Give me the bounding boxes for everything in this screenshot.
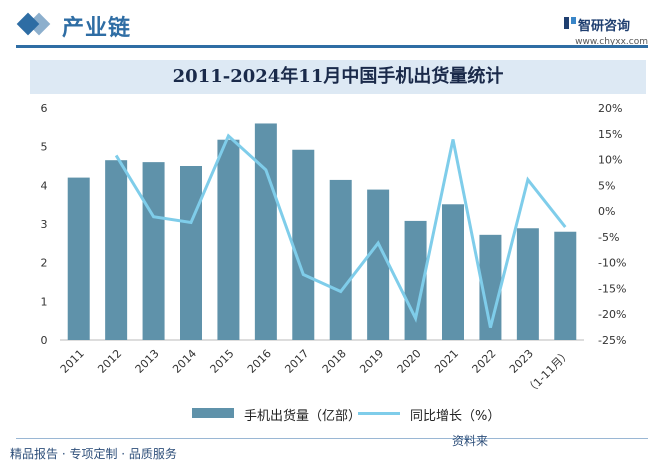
y-left-tick-label: 0 bbox=[41, 334, 48, 347]
x-tick-label: 2018 bbox=[320, 347, 349, 376]
bar bbox=[367, 189, 390, 340]
brand-logo-icon bbox=[564, 17, 576, 29]
bar bbox=[254, 123, 277, 340]
x-tick-label: 2013 bbox=[133, 347, 162, 376]
section-title: 产业链 bbox=[62, 16, 132, 41]
brand-url: www.chyxx.com bbox=[575, 37, 648, 47]
x-tick-label: 2021 bbox=[432, 347, 461, 376]
bar bbox=[105, 160, 128, 340]
y-right-tick-label: 20% bbox=[598, 102, 622, 115]
x-tick-label: 2022 bbox=[470, 347, 499, 376]
x-tick-label: 2019 bbox=[357, 347, 386, 376]
x-tick-label: 2016 bbox=[245, 347, 274, 376]
bar bbox=[180, 166, 202, 340]
brand-name: 智研咨询 bbox=[578, 19, 631, 34]
legend: 手机出货量（亿部） 同比增长（%） bbox=[0, 403, 664, 424]
header: 产业链 智研咨询 www.chyxx.com bbox=[0, 0, 664, 52]
legend-line-label: 同比增长（%） bbox=[410, 409, 501, 424]
footer-tagline: 精品报告 · 专项定制 · 品质服务 bbox=[10, 447, 177, 461]
y-right-tick-label: 10% bbox=[598, 154, 622, 167]
y-left-tick-label: 3 bbox=[41, 218, 48, 231]
bar bbox=[329, 179, 352, 340]
y-right-tick-label: 15% bbox=[598, 128, 622, 141]
footer: 精品报告 · 专项定制 · 品质服务 资料来 bbox=[0, 434, 664, 468]
x-tick-label: 2015 bbox=[208, 347, 237, 376]
header-divider bbox=[16, 45, 648, 48]
y-left-tick-label: 6 bbox=[41, 102, 48, 115]
y-right-tick-label: 5% bbox=[598, 179, 615, 192]
y-left-tick-label: 4 bbox=[41, 179, 48, 192]
x-tick-label: 2012 bbox=[95, 347, 124, 376]
y-left-tick-label: 5 bbox=[41, 141, 48, 154]
legend-bar-swatch bbox=[192, 408, 234, 418]
legend-line-swatch bbox=[358, 412, 400, 415]
x-tick-label: 2011 bbox=[58, 347, 87, 376]
footer-divider bbox=[16, 438, 648, 439]
y-right-tick-label: -25% bbox=[598, 334, 626, 347]
chart-title: 2011-2024年11月中国手机出货量统计 bbox=[172, 66, 504, 87]
bar bbox=[479, 234, 502, 340]
bar bbox=[217, 139, 240, 340]
x-tick-label: 2014 bbox=[170, 347, 199, 376]
bar bbox=[516, 228, 539, 340]
bar bbox=[442, 204, 464, 340]
y-right-tick-label: -5% bbox=[598, 231, 619, 244]
y-left-tick-label: 2 bbox=[41, 257, 48, 270]
growth-line bbox=[114, 133, 567, 328]
chart-title-box: 2011-2024年11月中国手机出货量统计 bbox=[30, 60, 646, 94]
bar bbox=[292, 149, 315, 340]
legend-bar-label: 手机出货量（亿部） bbox=[244, 409, 362, 424]
y-right-tick-label: -20% bbox=[598, 308, 626, 321]
footer-source: 资料来 bbox=[452, 434, 489, 448]
y-right-tick-label: -15% bbox=[598, 282, 626, 295]
bar bbox=[142, 162, 165, 340]
x-tick-label: 2017 bbox=[282, 347, 311, 376]
x-tick-label: 2020 bbox=[395, 347, 424, 376]
chart: 0 1 2 3 4 5 6 20% 15% 10% 5% 0% -5% -10% -15% -20% -25% 2… bbox=[41, 102, 627, 397]
y-left-tick-label: 1 bbox=[41, 295, 48, 308]
y-right-tick-label: -10% bbox=[598, 257, 626, 270]
y-right-tick-label: 0% bbox=[598, 205, 615, 218]
x-tick-label: 2023 bbox=[507, 347, 536, 376]
bar bbox=[67, 177, 90, 340]
bar bbox=[554, 231, 577, 340]
